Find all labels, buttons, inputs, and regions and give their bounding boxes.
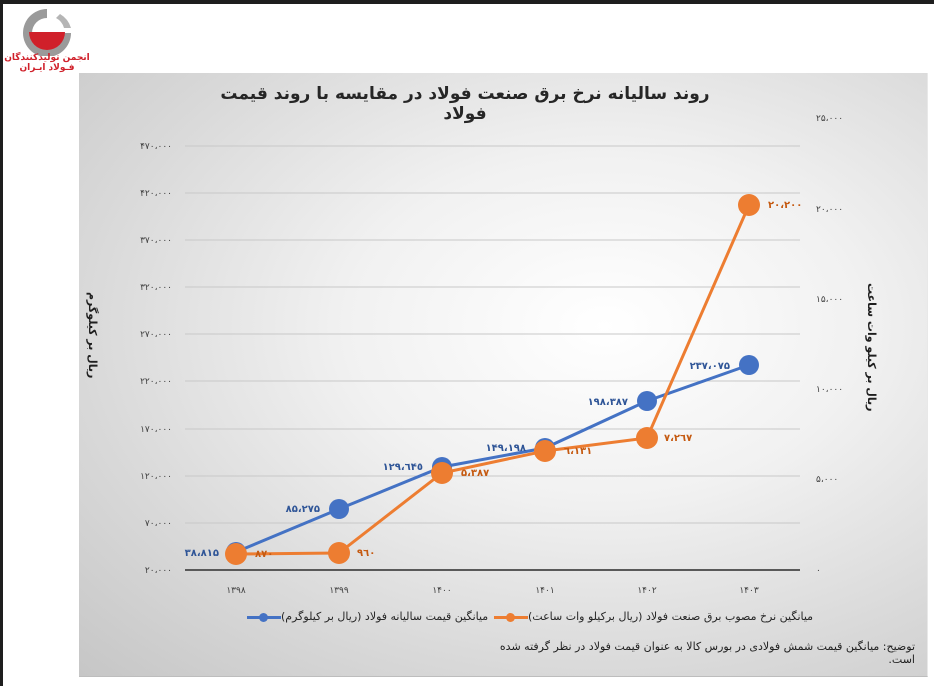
right-tick: ۱۵،۰۰۰	[816, 295, 843, 305]
legend-label: میانگین قیمت سالیانه فولاد (ریال بر کیلو…	[281, 610, 489, 623]
left-tick: ۲۲۰،۰۰۰	[140, 377, 172, 387]
chart-footnote: توضیح: میانگین قیمت شمش فولادی در بورس ک…	[499, 640, 915, 666]
left-tick: ۲۰،۰۰۰	[145, 566, 172, 576]
logo-text-line1: انجمن تولیدکنندگان	[4, 53, 90, 63]
right-axis-ticks: ۲۵،۰۰۰ ۲۰،۰۰۰ ۱۵،۰۰۰ ۱۰،۰۰۰ ۵،۰۰۰ ۰	[816, 114, 843, 576]
category-label: ۱۴۰۳	[739, 586, 759, 596]
data-label: ۵،۳۸۷	[461, 468, 489, 479]
electricity-data-labels: ۸۷۰ ۹٦۰ ۵،۳۸۷ ٦،۱۳۱ ۷،۲٦۷ ۲۰،۲۰۰	[255, 200, 802, 560]
legend-label: میانگین نرخ مصوب برق صنعت فولاد (ریال بر…	[528, 610, 814, 623]
association-logo: انجمن تولیدکنندگان فـولاد ایـران	[2, 6, 92, 76]
legend-item-steel-price: میانگین قیمت سالیانه فولاد (ریال بر کیلو…	[245, 610, 488, 623]
right-tick: ۲۵،۰۰۰	[816, 114, 843, 124]
left-tick: ۷۰،۰۰۰	[145, 519, 172, 529]
category-label: ۱۴۰۱	[535, 586, 554, 596]
gridlines	[185, 145, 800, 524]
data-label: ۹٦۰	[357, 548, 375, 559]
data-label: ۱۲۹،٦۴٥	[383, 462, 423, 473]
legend-marker-blue-icon	[247, 612, 281, 622]
chart-frame	[79, 73, 928, 677]
data-label: ۱۹۸،۳۸۷	[588, 397, 628, 408]
logo-text-line2: فـولاد ایـران	[19, 63, 75, 73]
data-label: ۸۵،۲۷۵	[286, 504, 320, 515]
left-tick: ۳۲۰،۰۰۰	[140, 283, 172, 293]
category-label: ۱۴۰۲	[637, 586, 657, 596]
data-point	[637, 391, 657, 411]
right-tick: ۰	[816, 566, 821, 576]
legend-item-electricity-rate: میانگین نرخ مصوب برق صنعت فولاد (ریال بر…	[492, 610, 813, 623]
data-point	[739, 355, 759, 375]
series-steel-price	[226, 355, 759, 562]
data-label: ۳۸،۸۱۵	[185, 548, 219, 559]
data-point	[431, 462, 453, 484]
legend-marker-orange-icon	[494, 612, 528, 622]
chart-title: روند سالیانه نرخ برق صنعت فولاد در مقایس…	[220, 84, 710, 124]
left-tick: ۳۷۰،۰۰۰	[140, 236, 172, 246]
x-axis-categories: ۱۳۹۸ ۱۳۹۹ ۱۴۰۰ ۱۴۰۱ ۱۴۰۲ ۱۴۰۳	[226, 586, 759, 596]
right-axis-title-text: ریال بر کیلو وات ساعت	[865, 283, 878, 412]
data-point	[225, 543, 247, 565]
category-label: ۱۳۹۹	[329, 586, 349, 596]
data-point	[738, 194, 760, 216]
data-label: ٦،۱۳۱	[564, 446, 592, 457]
logo-emblem-icon	[23, 9, 71, 57]
data-point	[636, 427, 658, 449]
data-label: ۱۴۹،۱۹۸	[486, 443, 526, 454]
data-point	[328, 542, 350, 564]
data-label: ۲۰،۲۰۰	[768, 200, 802, 211]
left-tick: ۴۲۰،۰۰۰	[140, 189, 172, 199]
data-point	[329, 499, 349, 519]
data-label: ۲۳۷،۰۷۵	[690, 361, 730, 372]
left-tick: ۲۷۰،۰۰۰	[140, 330, 172, 340]
data-label: ۷،۲٦۷	[664, 433, 692, 444]
category-label: ۱۳۹۸	[226, 586, 246, 596]
right-tick: ۱۰،۰۰۰	[816, 385, 843, 395]
chart-legend: میانگین قیمت سالیانه فولاد (ریال بر کیلو…	[185, 610, 825, 632]
data-label: ۸۷۰	[255, 549, 273, 560]
series-electricity-rate	[225, 194, 760, 565]
right-tick: ۵،۰۰۰	[816, 475, 838, 485]
window-left-border	[0, 0, 3, 686]
left-axis-title-text: ریال بر کیلوگرم	[86, 292, 99, 379]
category-label: ۱۴۰۰	[432, 586, 451, 596]
window-top-border	[0, 0, 934, 4]
data-point	[534, 440, 556, 462]
right-tick: ۲۰،۰۰۰	[816, 205, 843, 215]
left-tick: ۱۲۰،۰۰۰	[140, 472, 172, 482]
left-tick: ۴۷۰،۰۰۰	[140, 142, 172, 152]
left-tick: ۱۷۰،۰۰۰	[140, 425, 172, 435]
left-axis-ticks: ۴۷۰،۰۰۰ ۴۲۰،۰۰۰ ۳۷۰،۰۰۰ ۳۲۰،۰۰۰ ۲۷۰،۰۰۰ …	[140, 142, 172, 576]
steel-data-labels: ۳۸،۸۱۵ ۸۵،۲۷۵ ۱۲۹،٦۴٥ ۱۴۹،۱۹۸ ۱۹۸،۳۸۷ ۲۳…	[185, 361, 730, 559]
